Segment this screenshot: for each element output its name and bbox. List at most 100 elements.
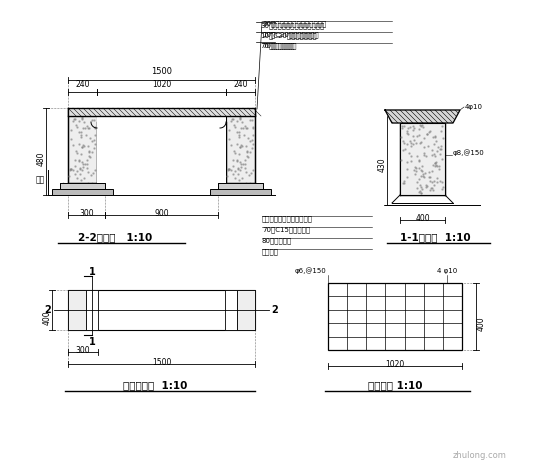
Point	[245, 116, 254, 124]
Point	[430, 177, 439, 185]
Text: 300: 300	[79, 209, 94, 218]
Point	[427, 167, 436, 175]
Point	[419, 173, 428, 181]
Point	[424, 142, 433, 150]
Point	[77, 115, 86, 123]
Point	[68, 141, 77, 149]
Point	[413, 184, 422, 192]
Point	[245, 149, 254, 156]
Point	[235, 166, 244, 174]
Point	[77, 114, 86, 121]
Point	[430, 150, 439, 158]
Text: 1500: 1500	[151, 67, 172, 76]
Text: 10厚C20水泥砂浆结合层: 10厚C20水泥砂浆结合层	[262, 31, 319, 38]
Point	[405, 123, 414, 131]
Point	[248, 124, 257, 131]
Point	[405, 137, 414, 145]
Point	[78, 124, 87, 132]
Point	[428, 133, 437, 140]
Point	[77, 166, 86, 174]
Point	[231, 149, 240, 157]
Point	[244, 134, 253, 142]
Bar	[328, 283, 462, 350]
Text: 60: 60	[99, 109, 108, 115]
Point	[241, 160, 250, 168]
Point	[417, 172, 426, 180]
Point	[226, 117, 235, 125]
Point	[83, 164, 92, 171]
Bar	[210, 189, 271, 195]
Point	[81, 124, 90, 131]
Point	[72, 174, 81, 182]
Point	[407, 142, 416, 149]
Point	[399, 177, 408, 185]
Point	[437, 122, 446, 130]
Point	[431, 137, 440, 145]
Text: 1: 1	[88, 267, 95, 277]
Point	[91, 131, 100, 139]
Point	[416, 121, 425, 128]
Point	[87, 116, 96, 124]
Point	[82, 131, 91, 139]
Point	[230, 122, 239, 129]
Point	[232, 128, 241, 135]
Point	[419, 135, 428, 142]
Point	[71, 156, 80, 164]
Point	[240, 122, 249, 130]
Point	[89, 116, 98, 123]
Point	[242, 142, 251, 149]
Point	[407, 140, 416, 147]
Point	[430, 132, 439, 140]
Bar	[68, 290, 86, 330]
Point	[78, 141, 87, 149]
Point	[416, 187, 424, 195]
Bar	[226, 116, 255, 183]
Point	[78, 160, 87, 167]
Point	[231, 123, 240, 131]
Point	[417, 190, 426, 197]
Text: 300: 300	[76, 346, 90, 355]
Point	[433, 143, 442, 151]
Point	[425, 129, 434, 136]
Point	[230, 147, 239, 155]
Bar	[218, 183, 263, 189]
Point	[416, 139, 425, 147]
Point	[410, 170, 419, 178]
Point	[419, 172, 428, 179]
Point	[399, 123, 408, 130]
Text: φ8,@150: φ8,@150	[453, 149, 485, 157]
Point	[417, 183, 426, 191]
Point	[74, 156, 83, 164]
Point	[433, 147, 442, 155]
Point	[428, 186, 437, 194]
Point	[247, 116, 256, 123]
Point	[413, 178, 422, 186]
Point	[431, 159, 440, 166]
Point	[427, 184, 436, 192]
Point	[247, 136, 256, 144]
Point	[72, 147, 81, 155]
Point	[243, 152, 252, 160]
Point	[417, 138, 426, 146]
Point	[418, 167, 427, 175]
Point	[74, 140, 83, 148]
Point	[406, 152, 415, 160]
Point	[417, 162, 426, 170]
Point	[437, 146, 446, 153]
Text: 素土夯实: 素土夯实	[262, 248, 279, 254]
Point	[414, 125, 423, 133]
Text: 1500: 1500	[152, 358, 171, 367]
Point	[432, 174, 441, 182]
Point	[236, 158, 245, 166]
Bar	[68, 108, 255, 116]
Point	[399, 179, 408, 187]
Point	[236, 143, 245, 151]
Text: 70厚钢筋砼薄板: 70厚钢筋砼薄板	[262, 42, 296, 49]
Point	[436, 146, 445, 153]
Point	[248, 166, 257, 173]
Point	[418, 171, 427, 178]
Point	[415, 157, 424, 164]
Point	[76, 133, 85, 140]
Point	[227, 115, 236, 123]
Point	[232, 117, 241, 124]
